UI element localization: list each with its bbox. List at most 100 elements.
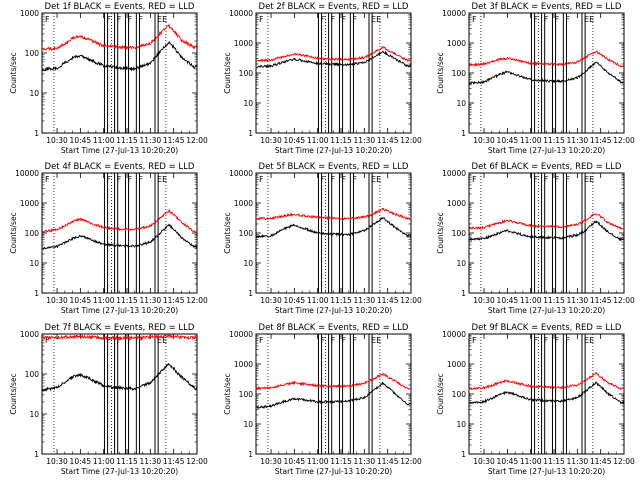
x-tick-label: 12:00 <box>613 296 635 305</box>
x-tick-label: 10:30 <box>473 457 495 466</box>
x-tick-label: 11:30 <box>354 136 376 145</box>
interval-flag-label: F <box>533 15 538 24</box>
y-tick-label: 10000 <box>229 330 253 339</box>
interval-flag-label: F <box>106 336 111 345</box>
y-tick-label: 100 <box>25 229 40 238</box>
interval-flag-label: F <box>533 336 538 345</box>
y-tick-label: 100 <box>239 229 254 238</box>
interval-flag-label: E <box>371 336 376 345</box>
x-tick-label: 11:30 <box>354 296 376 305</box>
interval-flag-label: F <box>45 15 50 24</box>
y-tick-label: 100 <box>452 229 467 238</box>
interval-flag-label: F <box>565 15 570 24</box>
x-tick-label: 10:30 <box>260 296 282 305</box>
y-tick-label: 100 <box>452 69 467 78</box>
interval-flag-label: E <box>589 175 594 184</box>
events-series-line <box>255 381 412 410</box>
interval-flag-label: F <box>472 15 477 24</box>
y-tick-label: 1 <box>34 129 39 138</box>
interval-flag-label: E <box>376 175 381 184</box>
x-tick-label: 11:15 <box>543 457 565 466</box>
x-tick-label: 11:00 <box>520 296 542 305</box>
y-tick-label: 10000 <box>442 169 466 178</box>
interval-flag-label: F <box>472 175 477 184</box>
interval-flag-label: F <box>117 175 122 184</box>
interval-flag-label: E <box>584 175 589 184</box>
interval-flag-label: F <box>544 336 549 345</box>
x-tick-label: 11:45 <box>377 457 399 466</box>
y-tick-label: 1 <box>34 450 39 459</box>
lld-series-line <box>255 207 412 221</box>
interval-flag-label: F <box>472 336 477 345</box>
x-tick-label: 12:00 <box>613 136 635 145</box>
x-tick-label: 10:45 <box>497 136 519 145</box>
interval-flag-label: F <box>320 175 325 184</box>
y-tick-label: 1000 <box>234 360 253 369</box>
x-tick-label: 11:00 <box>520 457 542 466</box>
y-tick-label: 10 <box>29 259 39 268</box>
interval-flag-label: F <box>259 15 264 24</box>
plot-frame <box>468 172 625 294</box>
y-tick-label: 1000 <box>447 199 466 208</box>
y-axis-label: Counts/sec <box>9 373 18 414</box>
x-tick-label: 11:30 <box>567 136 589 145</box>
x-tick-label: 11:15 <box>330 296 352 305</box>
x-tick-label: 10:30 <box>260 136 282 145</box>
events-series-line <box>41 362 198 393</box>
x-tick-label: 10:45 <box>70 457 92 466</box>
x-tick-label: 10:30 <box>473 296 495 305</box>
interval-flag-label: F <box>341 15 346 24</box>
x-axis-label: Start Time (27-Jul-13 10:20:20) <box>61 467 178 476</box>
interval-flag-label: E <box>157 175 162 184</box>
interval-flag-label: F <box>45 336 50 345</box>
interval-flag-label: F <box>138 336 143 345</box>
x-tick-label: 11:15 <box>116 296 138 305</box>
y-tick-label: 10 <box>29 410 39 419</box>
y-tick-label: 1 <box>461 450 466 459</box>
x-tick-label: 11:30 <box>354 457 376 466</box>
x-tick-label: 10:30 <box>473 136 495 145</box>
interval-flag-label: F <box>45 175 50 184</box>
interval-flag-label: F <box>352 336 357 345</box>
y-tick-label: 100 <box>452 390 467 399</box>
interval-flag-label: F <box>138 175 143 184</box>
x-tick-label: 11:45 <box>590 296 612 305</box>
interval-flag-label: F <box>127 15 132 24</box>
x-tick-label: 11:30 <box>140 296 162 305</box>
events-series-line <box>255 50 412 69</box>
x-tick-label: 11:15 <box>116 457 138 466</box>
interval-flag-label: E <box>589 336 594 345</box>
x-tick-label: 10:45 <box>497 457 519 466</box>
interval-flag-label: F <box>331 336 336 345</box>
interval-flag-label: F <box>352 175 357 184</box>
y-tick-label: 100 <box>239 69 254 78</box>
interval-flag-label: F <box>331 15 336 24</box>
x-axis-label: Start Time (27-Jul-13 10:20:20) <box>488 467 605 476</box>
x-axis-label: Start Time (27-Jul-13 10:20:20) <box>61 306 178 315</box>
x-tick-label: 12:00 <box>400 136 422 145</box>
interval-flag-label: F <box>544 175 549 184</box>
interval-flag-label: F <box>106 175 111 184</box>
plot-frame <box>41 172 198 294</box>
chart-title: Det 3f BLACK = Events, RED = LLD <box>472 2 622 12</box>
interval-flag-label: F <box>259 336 264 345</box>
events-series-line <box>468 61 625 86</box>
interval-flag-label: F <box>352 15 357 24</box>
chart-title: Det 1f BLACK = Events, RED = LLD <box>45 2 195 12</box>
interval-flag-label: F <box>565 336 570 345</box>
x-tick-label: 10:45 <box>497 296 519 305</box>
interval-flag-label: F <box>554 336 559 345</box>
x-tick-label: 12:00 <box>186 457 208 466</box>
y-tick-label: 1000 <box>20 330 39 339</box>
y-tick-label: 1000 <box>234 199 253 208</box>
y-tick-label: 10 <box>243 420 253 429</box>
x-tick-label: 11:45 <box>377 136 399 145</box>
x-axis-label: Start Time (27-Jul-13 10:20:20) <box>61 146 178 155</box>
chart-title: Det 2f BLACK = Events, RED = LLD <box>259 2 409 12</box>
lld-series-line <box>41 22 198 52</box>
interval-flag-label: E <box>589 15 594 24</box>
y-tick-label: 1000 <box>447 360 466 369</box>
x-tick-label: 11:00 <box>520 136 542 145</box>
x-tick-label: 12:00 <box>186 136 208 145</box>
y-tick-label: 10 <box>243 99 253 108</box>
